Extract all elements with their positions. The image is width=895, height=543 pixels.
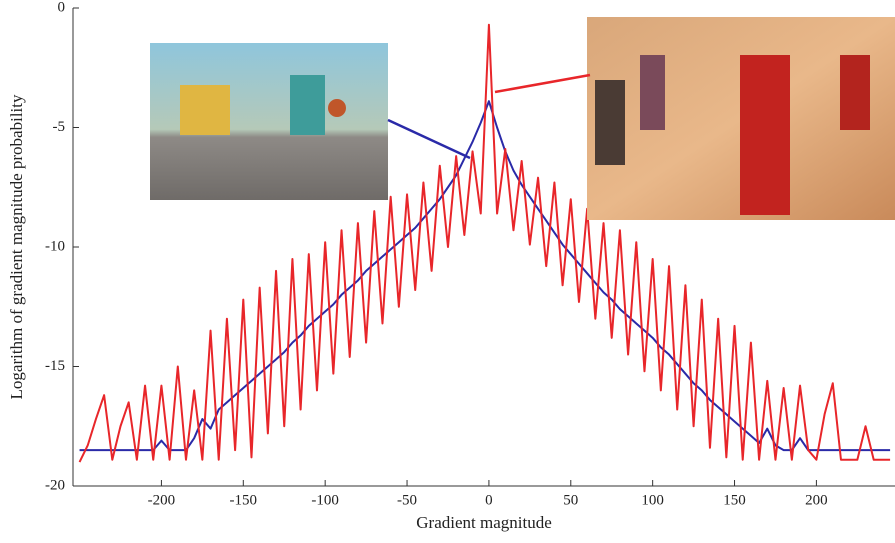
- photo-figure: [640, 55, 665, 130]
- y-tick-label: -20: [45, 477, 65, 493]
- y-tick-label: -10: [45, 238, 65, 254]
- x-tick-label: 50: [563, 492, 578, 508]
- y-axis-label: Logarithm of gradient magnitude probabil…: [7, 94, 26, 399]
- photo-figure: [840, 55, 870, 130]
- x-tick-label: 0: [485, 492, 493, 508]
- x-tick-label: 150: [723, 492, 746, 508]
- x-axis-label: Gradient magnitude: [416, 513, 552, 532]
- x-tick-label: -200: [148, 492, 176, 508]
- right-photo: [587, 17, 895, 220]
- x-tick-label: 200: [805, 492, 828, 508]
- annotation-arrow: [495, 75, 590, 92]
- y-tick-label: -5: [53, 119, 66, 135]
- photo-figure: [290, 75, 325, 135]
- left-photo: [150, 43, 388, 200]
- photo-figure: [595, 80, 625, 165]
- x-tick-label: -50: [397, 492, 417, 508]
- annotation-arrow: [388, 120, 470, 158]
- x-tick-label: 100: [641, 492, 664, 508]
- photo-figure: [180, 85, 230, 135]
- x-tick-label: -150: [230, 492, 258, 508]
- y-tick-label: -15: [45, 358, 65, 374]
- photo-ball: [328, 99, 346, 117]
- chart: Gradient magnitude Logarithm of gradient…: [0, 0, 895, 543]
- x-tick-label: -100: [311, 492, 339, 508]
- photo-figure: [740, 55, 790, 215]
- y-tick-label: 0: [58, 0, 66, 15]
